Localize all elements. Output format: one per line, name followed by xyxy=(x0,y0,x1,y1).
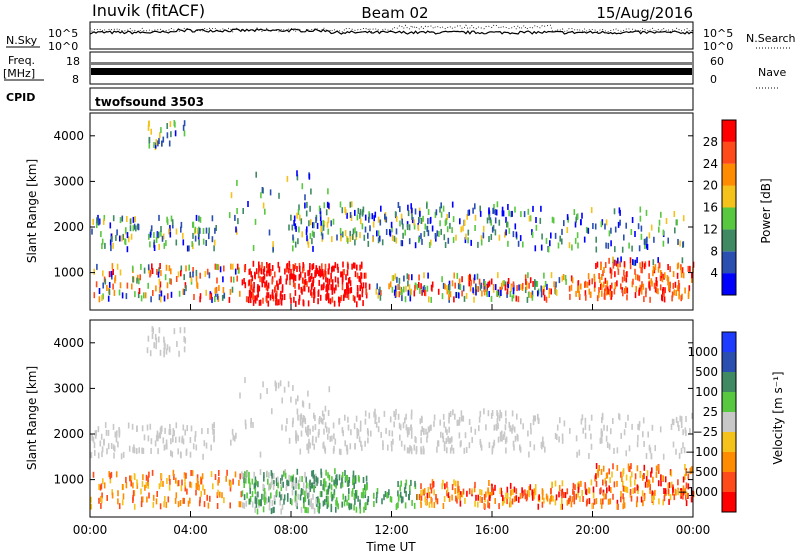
nave-data-band xyxy=(91,62,692,65)
freq-data-band xyxy=(91,68,692,75)
colorbar-tick-label: 28 xyxy=(703,135,718,149)
noise-tick-high-left: 10^5 xyxy=(48,27,78,40)
nave-tick-high: 60 xyxy=(710,55,724,68)
noise-search-line xyxy=(89,24,694,33)
noise-tick-low-left: 10^0 xyxy=(48,40,78,53)
y-tick-label: 3000 xyxy=(53,381,84,395)
date-title: 15/Aug/2016 xyxy=(596,4,693,22)
power-colorbar-ticks: 4 8 12 16 20 24 28 xyxy=(703,135,718,280)
colorbar-swatch xyxy=(722,229,736,252)
y-tick-label: 1000 xyxy=(53,266,84,280)
power-y-ticks: 1000 2000 3000 4000 xyxy=(53,129,693,280)
colorbar-tick-label: 25 xyxy=(703,405,718,419)
station-title: Inuvik (fitACF) xyxy=(92,1,205,20)
colorbar-swatch xyxy=(722,352,736,372)
colorbar-tick-label: 100 xyxy=(695,385,718,399)
power-panel-frame xyxy=(89,112,694,311)
nsearch-label: N.Search xyxy=(746,32,796,45)
noise-sky-line xyxy=(89,28,694,35)
cpid-label: CPID xyxy=(6,91,35,104)
colorbar-tick-label: −1000 xyxy=(677,485,718,499)
cpid-panel-frame xyxy=(89,87,694,111)
y-tick-label: 2000 xyxy=(53,427,84,441)
nsky-label: N.Sky xyxy=(6,34,38,47)
colorbar-frame xyxy=(721,331,737,513)
colorbar-tick-label: 20 xyxy=(703,179,718,193)
power-colorbar xyxy=(721,119,737,296)
power-y-label: Slant Range [km] xyxy=(25,159,39,263)
colorbar-swatch xyxy=(722,372,736,392)
x-tick-label: 04:00 xyxy=(173,523,208,537)
x-tick-label: 08:00 xyxy=(274,523,309,537)
colorbar-swatch xyxy=(722,452,736,472)
colorbar-swatch xyxy=(722,273,736,295)
y-tick-label: 4000 xyxy=(53,336,84,350)
colorbar-tick-label: 1000 xyxy=(687,345,718,359)
freq-tick-high: 18 xyxy=(66,55,80,68)
colorbar-swatch xyxy=(722,185,736,208)
x-tick-label: 20:00 xyxy=(575,523,610,537)
noise-tick-high-right: 10^5 xyxy=(703,27,733,40)
freq-panel-frame xyxy=(89,51,694,85)
time-x-label: Time UT xyxy=(365,540,416,554)
colorbar-tick-label: 4 xyxy=(710,266,718,280)
colorbar-tick-label: 24 xyxy=(703,157,718,171)
velocity-colorbar-label: Velocity [m s⁻¹] xyxy=(771,371,785,464)
beam-title: Beam 02 xyxy=(361,4,428,22)
colorbar-tick-label: −500 xyxy=(685,465,718,479)
colorbar-swatch xyxy=(722,332,736,352)
velocity-y-label: Slant Range [km] xyxy=(25,366,39,470)
colorbar-tick-label: 8 xyxy=(710,244,718,258)
colorbar-tick-label: 16 xyxy=(703,201,718,215)
velocity-colorbar-ticks: 1000 500 100 25 −25 −100 −500 −1000 xyxy=(677,345,718,499)
velocity-y-ticks: 1000 2000 3000 4000 xyxy=(53,336,693,487)
y-tick-label: 2000 xyxy=(53,220,84,234)
colorbar-swatch xyxy=(722,141,736,164)
power-colorbar-label: Power [dB] xyxy=(759,178,773,243)
y-tick-label: 3000 xyxy=(53,174,84,188)
noise-panel-frame xyxy=(89,21,694,50)
colorbar-swatch xyxy=(722,207,736,230)
colorbar-tick-label: 500 xyxy=(695,365,718,379)
colorbar-swatch xyxy=(722,432,736,452)
freq-unit-label: [MHz] xyxy=(3,67,35,80)
nave-label: Nave xyxy=(758,66,786,79)
power-heatmap xyxy=(91,120,695,308)
time-x-ticks: 00:00 04:00 08:00 12:00 16:00 20:00 00:00 xyxy=(73,304,711,537)
x-tick-label: 16:00 xyxy=(475,523,510,537)
x-tick-label: 00:00 xyxy=(73,523,108,537)
cpid-value: twofsound 3503 xyxy=(95,95,204,109)
colorbar-tick-label: −25 xyxy=(693,425,718,439)
velocity-colorbar xyxy=(721,331,737,513)
colorbar-swatch xyxy=(722,412,736,432)
noise-tick-low-right: 10^0 xyxy=(703,40,733,53)
velocity-heatmap xyxy=(90,326,695,515)
colorbar-swatch xyxy=(722,163,736,186)
colorbar-swatch xyxy=(722,472,736,492)
y-tick-label: 1000 xyxy=(53,473,84,487)
colorbar-frame xyxy=(721,119,737,296)
colorbar-tick-label: 12 xyxy=(703,222,718,236)
y-tick-label: 4000 xyxy=(53,129,84,143)
colorbar-swatch xyxy=(722,251,736,274)
freq-label: Freq. xyxy=(8,54,35,67)
colorbar-tick-label: −100 xyxy=(685,445,718,459)
x-tick-label: 00:00 xyxy=(676,523,711,537)
colorbar-swatch xyxy=(722,392,736,412)
freq-tick-low: 8 xyxy=(72,73,79,86)
colorbar-swatch xyxy=(722,120,736,142)
nave-tick-low: 0 xyxy=(710,73,717,86)
colorbar-swatch xyxy=(722,492,736,512)
x-tick-label: 12:00 xyxy=(374,523,409,537)
